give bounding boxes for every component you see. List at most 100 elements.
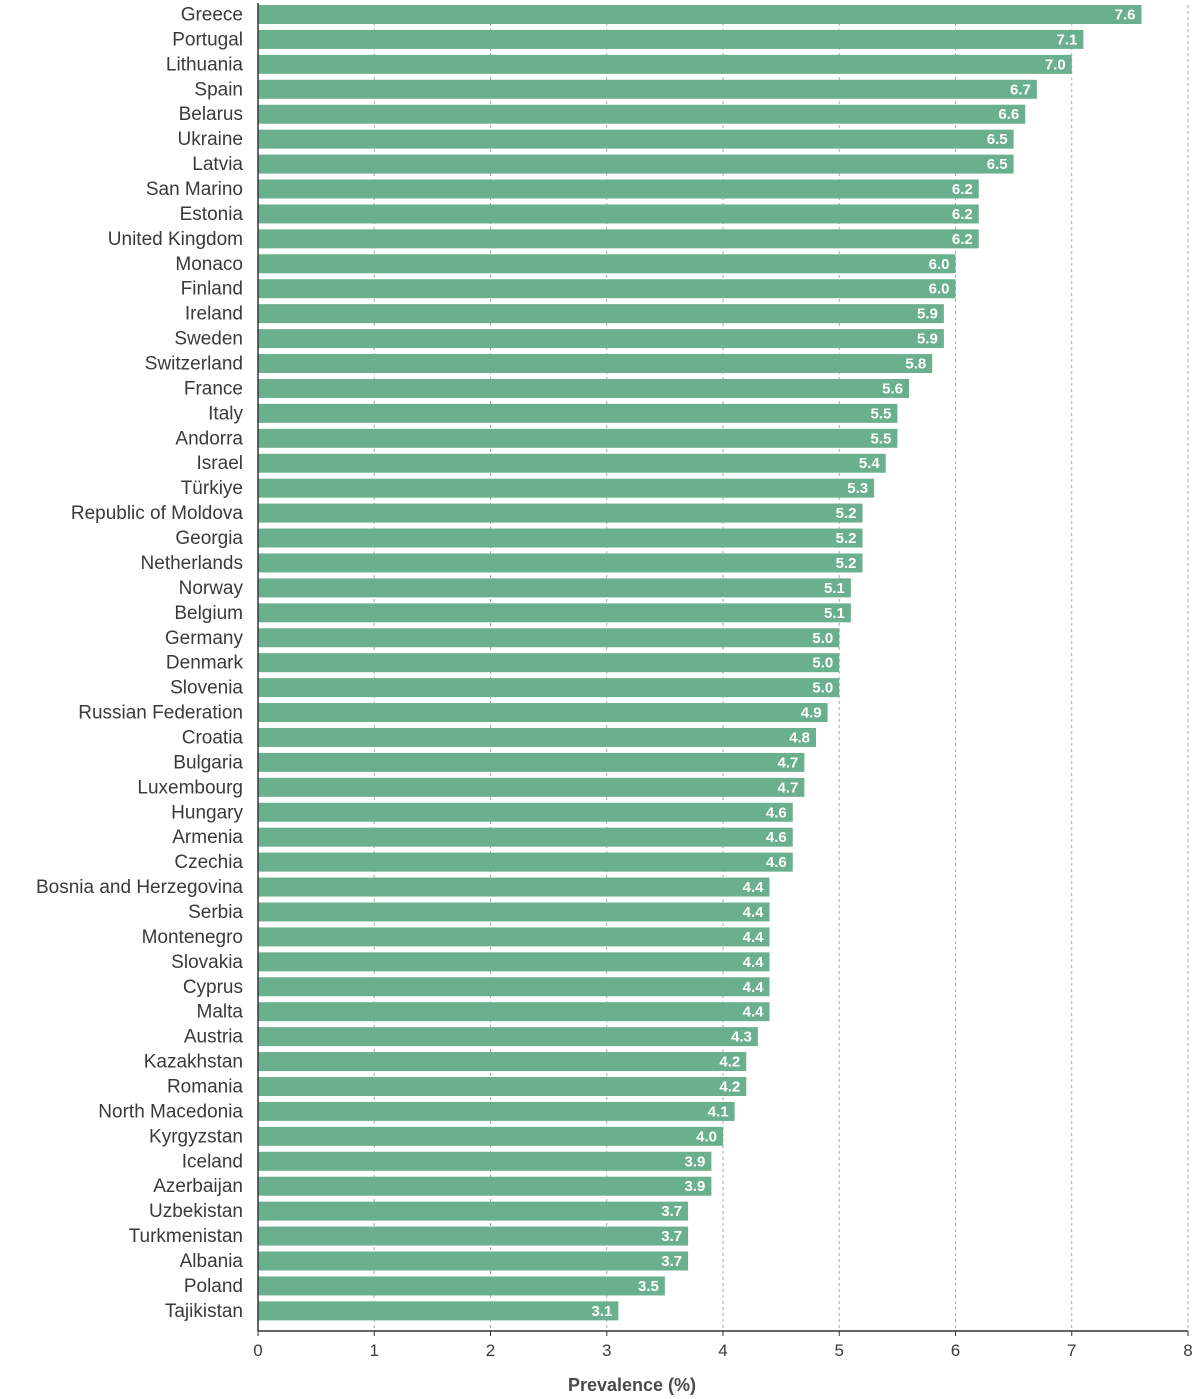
category-label-16: Italy [208,403,243,424]
category-label-2: Lithuania [166,54,244,75]
bar-0 [258,5,1142,24]
bar-45 [258,1126,723,1146]
category-label-4: Belarus [179,104,243,125]
category-label-26: Denmark [166,653,244,674]
category-label-47: Azerbaijan [153,1176,243,1197]
bar-40 [258,1002,770,1022]
bar-26 [258,653,840,673]
bar-22 [258,553,863,573]
bar-13 [258,329,944,349]
category-label-27: Slovenia [170,678,243,699]
bar-38 [258,952,770,972]
bar-16 [258,403,898,423]
data-label-14: 5.8 [905,356,926,373]
data-label-25: 5.0 [812,630,833,647]
category-label-35: Bosnia and Herzegovina [36,877,243,898]
category-label-9: United Kingdom [108,229,243,250]
category-label-37: Montenegro [142,927,243,948]
category-label-15: France [184,378,243,399]
category-label-18: Israel [197,453,243,474]
x-tick-label-6: 6 [951,1341,960,1360]
bar-43 [258,1076,747,1096]
category-label-10: Monaco [175,254,243,275]
category-label-22: Netherlands [141,553,243,574]
category-label-49: Turkmenistan [129,1226,243,1247]
data-label-47: 3.9 [685,1178,706,1195]
bar-27 [258,678,840,698]
category-label-13: Sweden [174,329,243,350]
data-label-52: 3.1 [592,1303,613,1320]
bar-12 [258,304,944,324]
data-label-18: 5.4 [859,455,881,472]
data-label-2: 7.0 [1045,56,1066,73]
data-label-12: 5.9 [917,306,938,323]
data-label-24: 5.1 [824,605,845,622]
category-label-5: Ukraine [178,129,243,150]
data-label-5: 6.5 [987,131,1008,148]
bar-35 [258,877,770,897]
bar-11 [258,279,956,299]
data-label-0: 7.6 [1115,7,1136,24]
x-tick-label-0: 0 [253,1341,262,1360]
data-label-23: 5.1 [824,580,845,597]
data-label-10: 6.0 [929,256,950,273]
category-label-40: Malta [197,1002,244,1023]
category-label-48: Uzbekistan [149,1201,243,1222]
category-label-12: Ireland [185,304,243,325]
data-label-1: 7.1 [1057,31,1078,48]
country-labels: Greece Portugal Lithuania Spain Belarus Ukrai… [36,5,244,1322]
category-label-28: Russian Federation [78,703,243,724]
data-label-6: 6.5 [987,156,1008,173]
data-label-38: 4.4 [743,954,765,971]
bar-47 [258,1176,712,1196]
category-label-29: Croatia [182,727,244,748]
data-label-50: 3.7 [661,1253,682,1270]
category-label-20: Republic of Moldova [71,503,244,524]
bar-6 [258,154,1014,174]
category-label-3: Spain [194,79,243,100]
bar-5 [258,129,1014,149]
category-label-46: Iceland [182,1151,243,1172]
bar-8 [258,204,979,224]
x-axis-label: Prevalence (%) [568,1375,696,1395]
bar-2 [258,54,1072,74]
category-label-8: Estonia [180,204,244,225]
data-label-44: 4.1 [708,1103,729,1120]
data-label-33: 4.6 [766,829,787,846]
data-label-34: 4.6 [766,854,787,871]
category-label-51: Poland [184,1276,243,1297]
x-tick-label-8: 8 [1183,1341,1192,1360]
category-label-30: Bulgaria [173,752,243,773]
data-label-35: 4.4 [743,879,765,896]
category-label-44: North Macedonia [98,1101,243,1122]
data-label-3: 6.7 [1010,81,1031,98]
bar-32 [258,802,793,822]
data-label-17: 5.5 [871,430,892,447]
category-label-19: Türkiye [181,478,243,499]
category-label-33: Armenia [172,827,243,848]
data-label-22: 5.2 [836,555,857,572]
bar-37 [258,927,770,947]
category-label-34: Czechia [174,852,243,873]
data-label-4: 6.6 [998,106,1019,123]
category-label-1: Portugal [172,29,243,50]
bar-15 [258,378,909,398]
bar-28 [258,703,828,723]
category-label-24: Belgium [174,603,243,624]
category-label-50: Albania [180,1251,244,1272]
bar-14 [258,354,933,374]
data-label-19: 5.3 [847,480,868,497]
data-label-40: 4.4 [743,1004,765,1021]
data-label-30: 4.7 [778,754,799,771]
data-label-26: 5.0 [812,655,833,672]
bar-25 [258,628,840,648]
bar-33 [258,827,793,847]
bar-39 [258,977,770,997]
data-label-36: 4.4 [743,904,765,921]
bar-3 [258,79,1037,99]
x-tick-label-7: 7 [1067,1341,1076,1360]
data-label-28: 4.9 [801,705,822,722]
data-label-41: 4.3 [731,1029,752,1046]
category-label-52: Tajikistan [165,1301,243,1322]
category-label-32: Hungary [171,802,243,823]
